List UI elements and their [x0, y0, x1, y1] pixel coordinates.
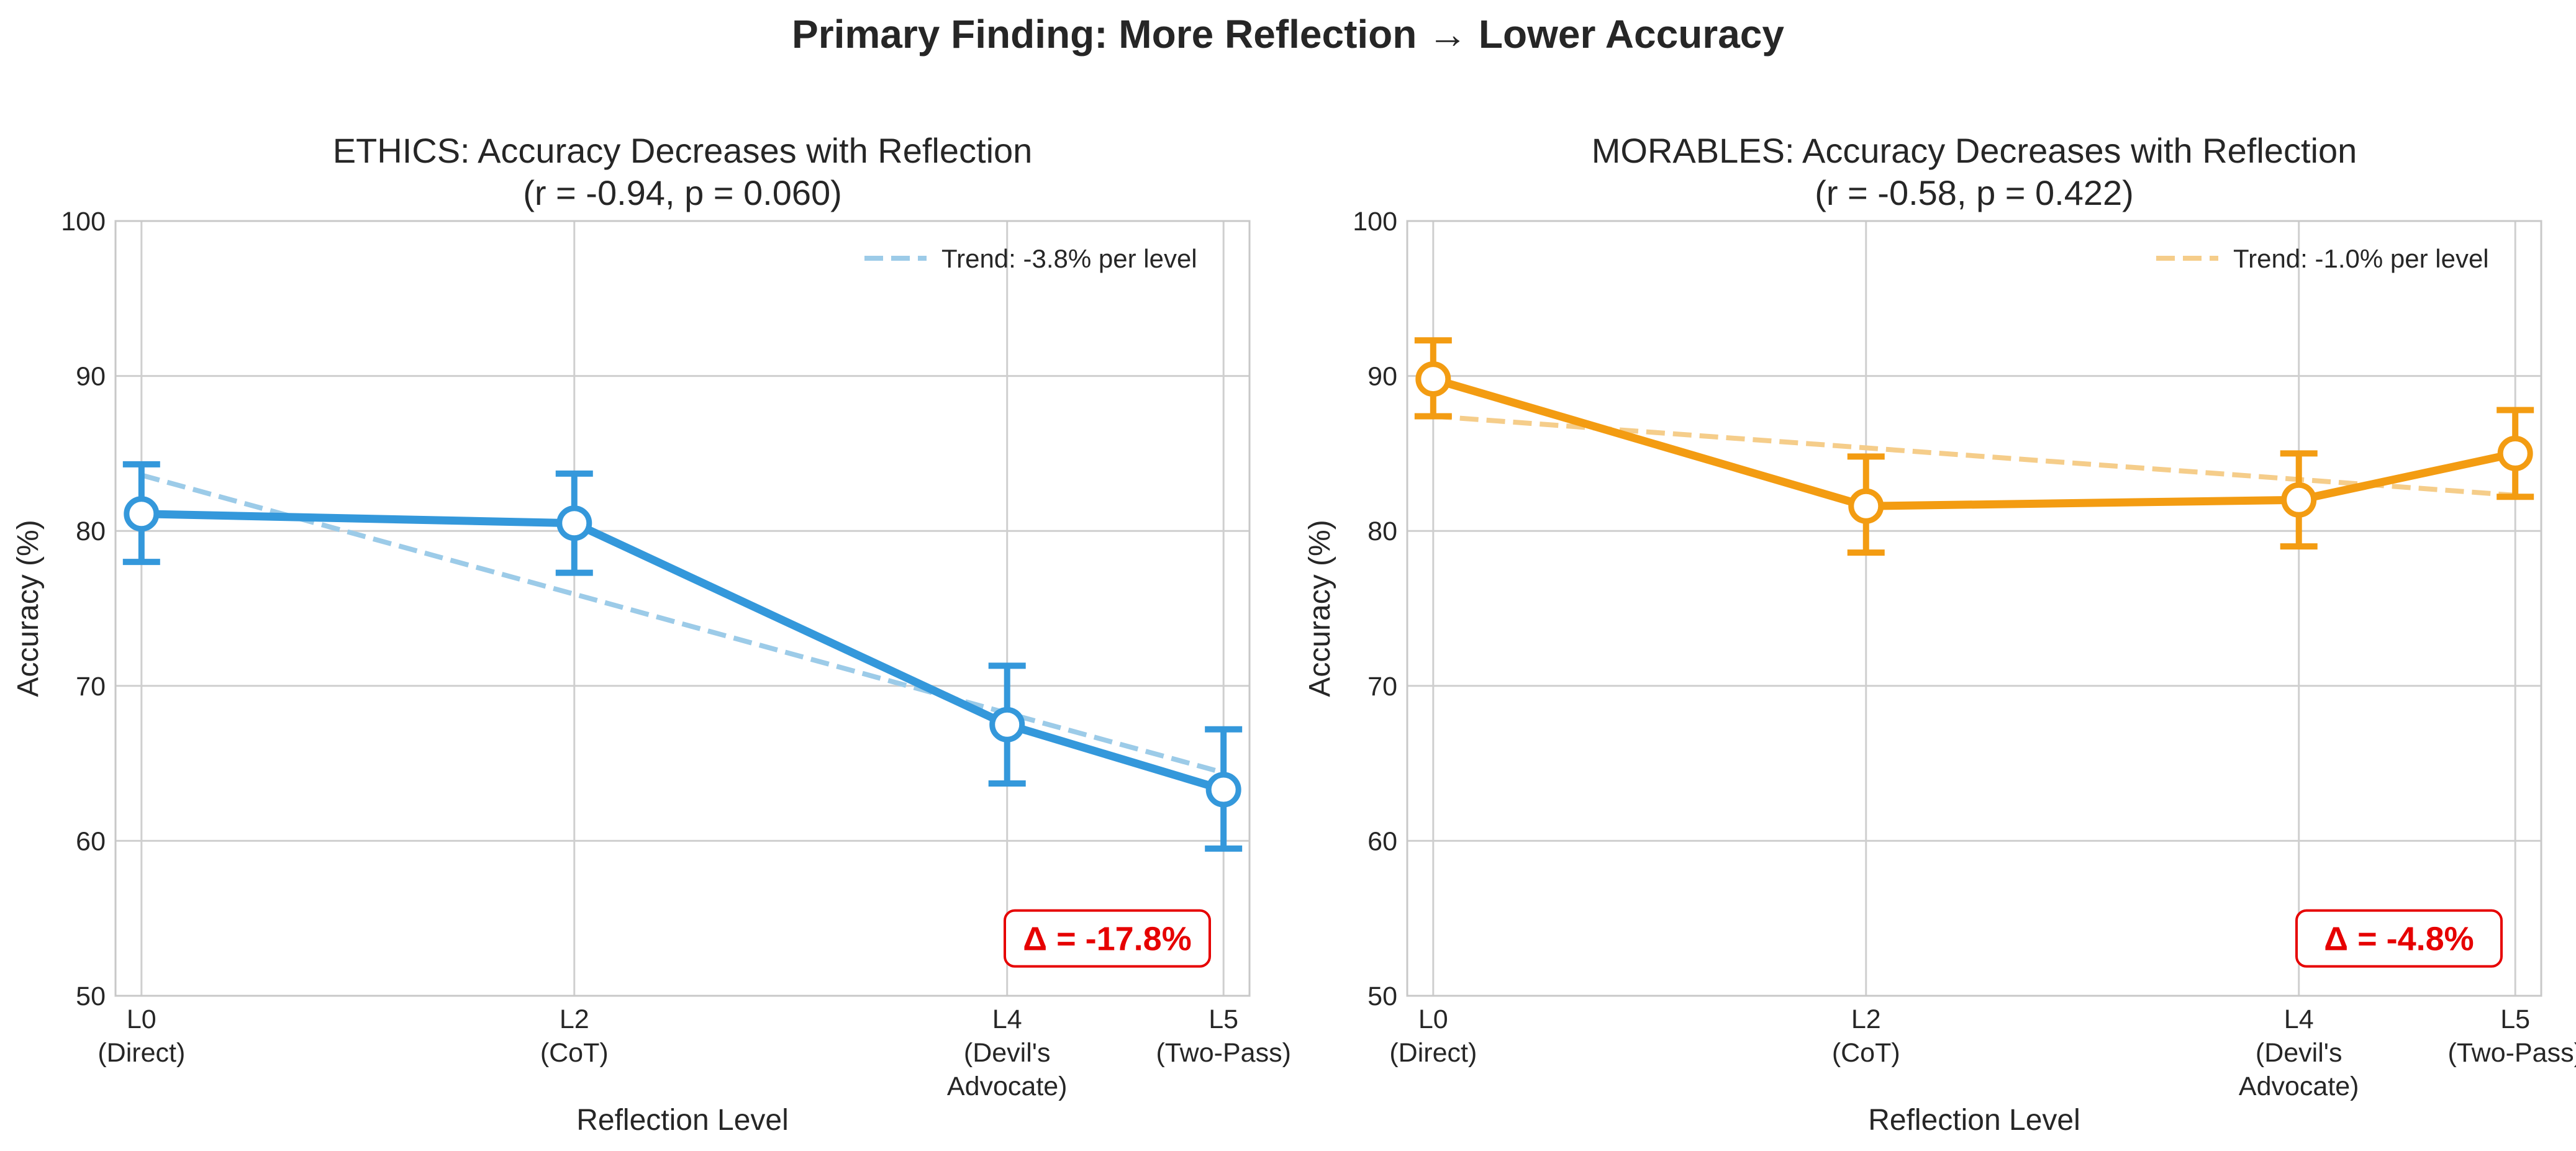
ethics-x-tick-label: L2: [560, 1004, 589, 1034]
ethics-x-tick-label: (CoT): [540, 1038, 609, 1068]
morables-y-tick-label: 70: [1367, 672, 1397, 702]
morables-x-tick-label: (Direct): [1389, 1038, 1477, 1068]
ethics-data-point: [556, 505, 592, 541]
ethics-delta-box: [1004, 909, 1211, 968]
ethics-y-tick-label: 50: [76, 982, 106, 1011]
morables-x-axis-label: Reflection Level: [1868, 1104, 2080, 1137]
ethics-chart-panel: 50 60 70 80 90 100 L0 (Direct) L2 (CoT) L4 (Devil's…: [12, 131, 1291, 1137]
morables-x-tick-label: L2: [1851, 1004, 1881, 1034]
morables-y-tick-label: 90: [1367, 362, 1397, 392]
ethics-legend-label: Trend: -3.8% per level: [941, 244, 1197, 273]
morables-chart-subtitle: (r = -0.58, p = 0.422): [1815, 173, 2134, 212]
ethics-data-point: [1205, 772, 1241, 808]
ethics-plot-frame: [114, 220, 1251, 997]
morables-chart-panel: 50 60 70 80 90 100 L0 (Direct) L2 (CoT) L4 (Devil's…: [1304, 131, 2576, 1137]
ethics-x-tick-label: (Two-Pass): [1156, 1038, 1290, 1068]
morables-y-tick-label: 50: [1367, 982, 1397, 1011]
ethics-x-tick-label: L0: [127, 1004, 156, 1034]
ethics-chart-subtitle: (r = -0.94, p = 0.060): [523, 173, 842, 212]
ethics-data-point: [989, 706, 1025, 743]
ethics-delta-label: Δ = -17.8%: [1023, 921, 1191, 958]
ethics-y-tick-label: 90: [76, 362, 106, 392]
ethics-y-tick-label: 80: [76, 517, 106, 546]
morables-x-tick-label: L5: [2500, 1004, 2530, 1034]
ethics-x-tick-label: Advocate): [947, 1072, 1068, 1101]
morables-chart-title: MORABLES: Accuracy Decreases with Reflec…: [1592, 131, 2357, 170]
morables-data-point: [2497, 435, 2533, 471]
ethics-chart-title: ETHICS: Accuracy Decreases with Reflecti…: [333, 131, 1033, 170]
ethics-x-tick-label: (Direct): [98, 1038, 185, 1068]
morables-data-point: [2281, 482, 2317, 518]
ethics-x-axis-label: Reflection Level: [576, 1104, 789, 1137]
ethics-x-tick-label: L5: [1209, 1004, 1238, 1034]
morables-y-tick-label: 100: [1353, 207, 1397, 237]
morables-x-tick-label: L4: [2284, 1004, 2314, 1034]
morables-x-tick-label: L0: [1418, 1004, 1448, 1034]
ethics-y-tick-label: 60: [76, 826, 106, 856]
ethics-trend-line: [140, 472, 1225, 775]
morables-delta-label: Δ = -4.8%: [2324, 921, 2474, 958]
ethics-x-tick-label: L4: [992, 1004, 1022, 1034]
morables-x-tick-label: (CoT): [1832, 1038, 1900, 1068]
morables-x-tick-label: (Devil's: [2256, 1038, 2342, 1068]
ethics-series-line: [141, 510, 1225, 794]
figure-suptitle: Primary Finding: More Reflection → Lower…: [792, 12, 1784, 56]
morables-trend-line: [1433, 413, 2516, 498]
morables-y-tick-label: 80: [1367, 517, 1397, 546]
ethics-y-tick-label: 70: [76, 672, 106, 702]
ethics-data-point: [124, 496, 160, 532]
ethics-x-tick-label: (Devil's: [964, 1038, 1051, 1068]
morables-data-point: [1415, 361, 1451, 397]
morables-series-line: [1431, 375, 2516, 510]
morables-data-point: [1848, 488, 1884, 524]
morables-delta-box: [2295, 909, 2503, 968]
morables-y-tick-label: 60: [1367, 826, 1397, 856]
morables-plot-frame: [1406, 220, 2542, 997]
morables-y-axis-label: Accuracy (%): [1304, 520, 1336, 697]
ethics-y-tick-label: 100: [61, 207, 106, 237]
morables-x-tick-label: (Two-Pass): [2447, 1038, 2576, 1068]
morables-legend-label: Trend: -1.0% per level: [2233, 244, 2489, 273]
morables-x-tick-label: Advocate): [2239, 1072, 2359, 1101]
ethics-y-axis-label: Accuracy (%): [12, 520, 45, 697]
